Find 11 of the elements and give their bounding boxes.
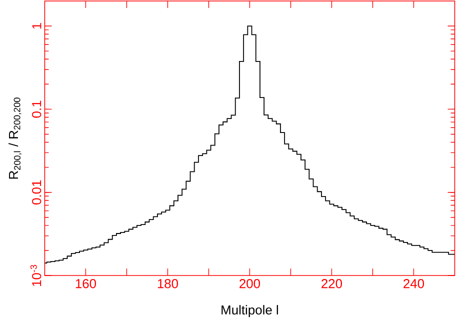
y-tick-label: 1 <box>32 23 42 29</box>
x-axis-title: Multipole l <box>222 305 278 318</box>
y-axis-title: R$_{200,l}$ / R$_{200,200}$ <box>8 98 22 179</box>
x-tick-label: 200 <box>240 279 260 288</box>
x-tick-label: 180 <box>158 279 178 288</box>
x-tick-label: 160 <box>76 279 96 288</box>
y-tick-label: 0.1 <box>32 100 42 118</box>
x-tick-label: 220 <box>322 279 342 288</box>
x-tick-label: 240 <box>404 279 424 288</box>
y-tick-label: 0.01 <box>32 180 42 204</box>
y-tick-label: 10$^{-3}$ <box>30 264 42 286</box>
